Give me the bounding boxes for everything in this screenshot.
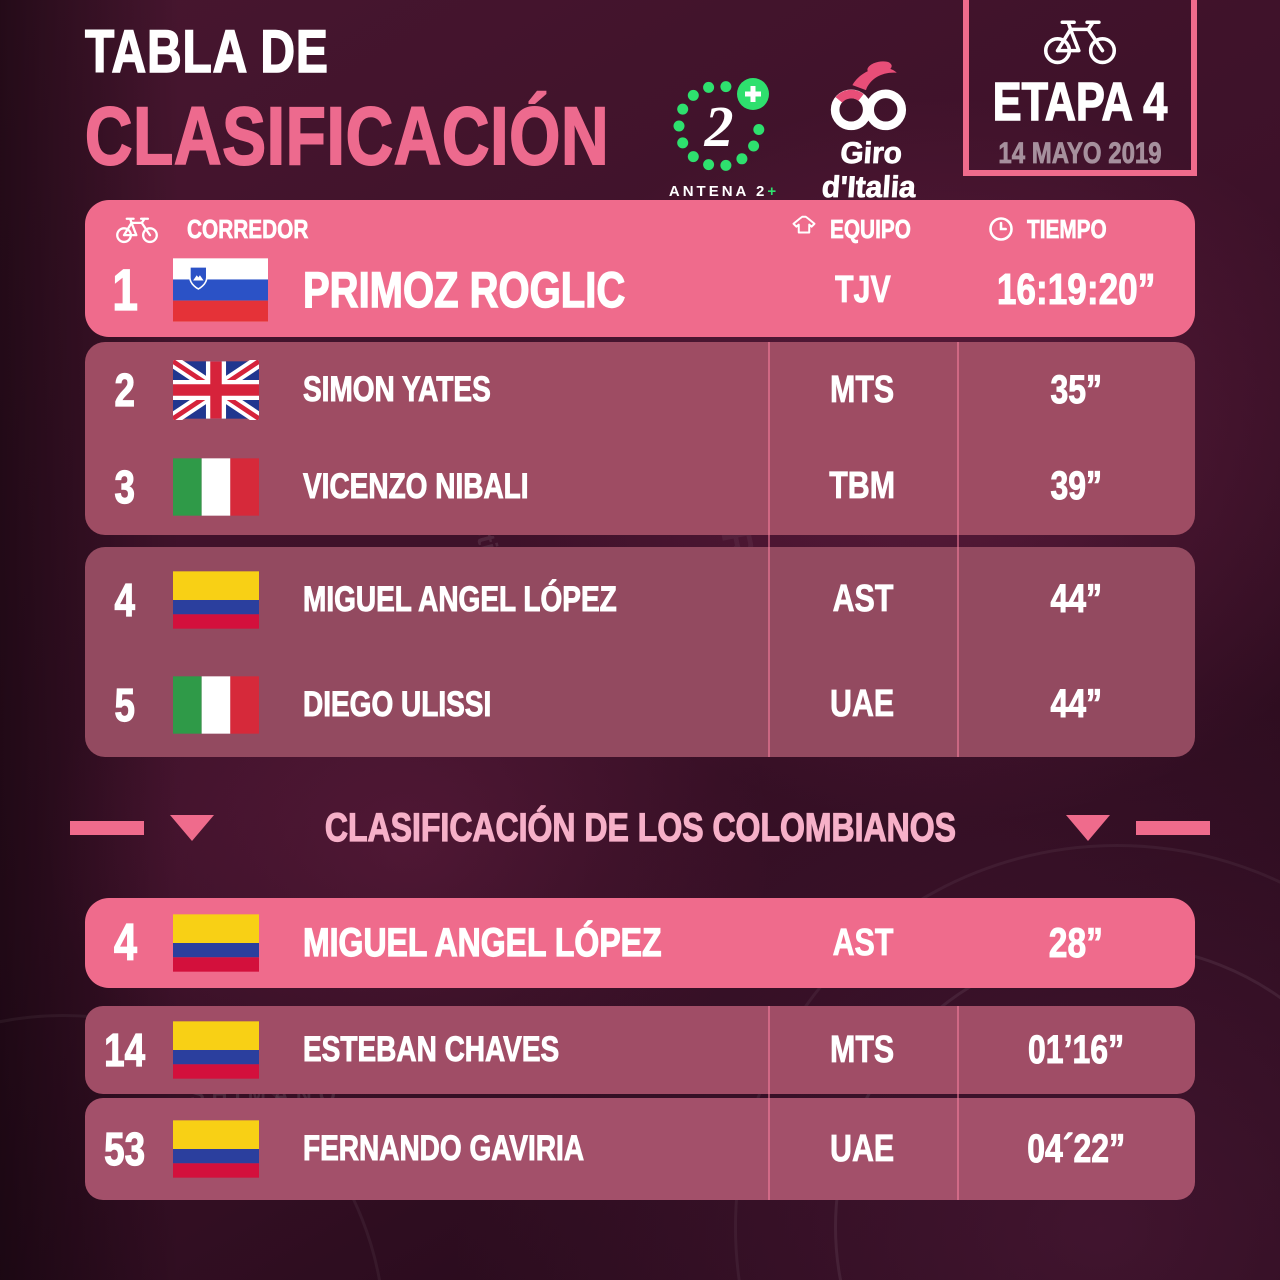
colombian-leader-block: 4 MIGUEL ANGEL LÓPEZ AST 28”	[85, 898, 1195, 988]
team-cell: AST	[832, 921, 893, 964]
main-table-leader-block: CORREDOR EQUIPO TIEMPO 1	[85, 200, 1195, 337]
bicycle-icon	[1043, 20, 1117, 65]
rows-container: 14 ESTEBAN CHAVES MTS 01’16”	[85, 1006, 1195, 1094]
rider-name: MIGUEL ANGEL LÓPEZ	[303, 920, 663, 965]
time-cell: 01’16”	[1027, 1027, 1125, 1072]
rider-name: ESTEBAN CHAVES	[303, 1030, 560, 1070]
rank-cell: 1	[112, 257, 139, 323]
rider-name: MIGUEL ANGEL LÓPEZ	[303, 579, 618, 619]
column-divider	[768, 342, 770, 757]
rider-name: SIMON YATES	[303, 370, 492, 410]
column-divider	[957, 342, 959, 757]
table-row: 3 VICENZO NIBALI TBM 39”	[85, 439, 1195, 536]
column-header-corredor: CORREDOR	[115, 208, 339, 250]
rows-container: 53 FERNANDO GAVIRIA UAE 04´22”	[85, 1098, 1195, 1200]
colombia-flag	[165, 1020, 303, 1080]
rows-container: 2 SIMON YATES MTS 35” 3 VICENZO NIBALI T…	[85, 342, 1195, 535]
title-line2: CLASIFICACIÓN	[84, 91, 610, 182]
stage-badge: ETAPA 4 14 MAYO 2019	[963, 0, 1197, 176]
rank-cell: 3	[114, 460, 136, 513]
main-table-rows-4-5: 4 MIGUEL ANGEL LÓPEZ AST 44” 5 DIEGO ULI…	[85, 547, 1195, 757]
table-row: 4 MIGUEL ANGEL LÓPEZ AST 28”	[85, 898, 1195, 988]
table-header: CORREDOR EQUIPO TIEMPO	[85, 208, 1195, 250]
colombia-flag	[165, 913, 303, 973]
team-cell: MTS	[830, 368, 895, 411]
rider-name: VICENZO NIBALI	[303, 466, 529, 506]
rider-name: DIEGO ULISSI	[303, 684, 492, 724]
time-cell: 39”	[1050, 464, 1102, 509]
team-cell: TJV	[834, 268, 891, 311]
colombia-flag	[165, 1119, 303, 1179]
section-divider: CLASIFICACIÓN DE LOS COLOMBIANOS	[70, 798, 1210, 858]
team-cell: MTS	[830, 1028, 895, 1071]
time-cell: 16:19:20”	[996, 265, 1156, 315]
column-header-equipo: EQUIPO	[790, 208, 931, 250]
team-cell: AST	[832, 578, 893, 621]
rider-name: PRIMOZ ROGLIC	[302, 261, 626, 318]
svg-text:2: 2	[704, 94, 734, 159]
rows-container: 4 MIGUEL ANGEL LÓPEZ AST 44” 5 DIEGO ULI…	[85, 547, 1195, 757]
leader-row-zone: 1 PRIMOZ ROGLIC TJV 16:19:20”	[85, 246, 1195, 334]
antena2-caption: ANTENA 2+	[668, 183, 780, 200]
column-header-tiempo: TIEMPO	[987, 208, 1127, 250]
page-title: TABLA DE CLASIFICACIÓN	[84, 18, 740, 182]
divider-bar	[1136, 821, 1210, 835]
antena2-logo-icon: 2	[673, 78, 769, 171]
rows-container: 4 MIGUEL ANGEL LÓPEZ AST 28”	[85, 898, 1195, 988]
time-cell: 44”	[1050, 577, 1102, 622]
rank-cell: 2	[114, 364, 136, 417]
column-divider	[957, 1006, 959, 1200]
rank-cell: 14	[104, 1023, 146, 1076]
table-row: 53 FERNANDO GAVIRIA UAE 04´22”	[85, 1098, 1195, 1200]
table-row: 5 DIEGO ULISSI UAE 44”	[85, 652, 1195, 757]
antena2-logo: 2 ANTENA 2+	[656, 66, 792, 200]
team-cell: TBM	[829, 465, 896, 508]
giro-logo: Giro d'Italia AMORE INFINIT01	[790, 58, 950, 220]
table-row: 4 MIGUEL ANGEL LÓPEZ AST 44”	[85, 547, 1195, 652]
jersey-icon	[792, 215, 816, 234]
rider-name: FERNANDO GAVIRIA	[303, 1129, 585, 1169]
stage-title: ETAPA 4	[992, 72, 1168, 132]
time-cell: 04´22”	[1027, 1126, 1126, 1171]
divider-bar	[70, 821, 144, 835]
italy-flag	[165, 675, 303, 735]
uk-flag	[165, 360, 303, 421]
giro-infinity-icon	[831, 61, 907, 131]
team-cell: UAE	[830, 1127, 895, 1170]
italy-flag	[165, 457, 303, 517]
rank-cell: 4	[114, 573, 136, 626]
section-title: CLASIFICACIÓN DE LOS COLOMBIANOS	[324, 805, 956, 850]
table-row: 2 SIMON YATES MTS 35”	[85, 342, 1195, 439]
rank-cell: 5	[114, 678, 136, 731]
colombia-flag	[165, 570, 303, 630]
time-cell: 28”	[1048, 919, 1104, 967]
time-cell: 44”	[1050, 682, 1102, 727]
triangle-down-icon	[1066, 815, 1111, 841]
stage-date: 14 MAYO 2019	[998, 137, 1162, 171]
slovenia-flag	[165, 258, 303, 322]
rank-cell: 4	[113, 913, 137, 972]
time-cell: 35”	[1050, 367, 1102, 412]
title-line1: TABLA DE	[84, 18, 329, 85]
triangle-down-icon	[169, 815, 214, 841]
bicycle-icon	[116, 217, 158, 244]
colombian-row-3: 53 FERNANDO GAVIRIA UAE 04´22”	[85, 1098, 1195, 1200]
rank-cell: 53	[104, 1122, 146, 1175]
column-divider	[768, 1006, 770, 1200]
team-cell: UAE	[830, 683, 895, 726]
colombian-row-2: 14 ESTEBAN CHAVES MTS 01’16”	[85, 1006, 1195, 1094]
giro-wordmark: Giro d'Italia	[820, 137, 917, 205]
main-table-rows-2-3: 2 SIMON YATES MTS 35” 3 VICENZO NIBALI T…	[85, 342, 1195, 535]
table-row: 14 ESTEBAN CHAVES MTS 01’16”	[85, 1006, 1195, 1094]
clock-icon	[989, 217, 1013, 241]
table-row: 1 PRIMOZ ROGLIC TJV 16:19:20”	[85, 246, 1195, 334]
